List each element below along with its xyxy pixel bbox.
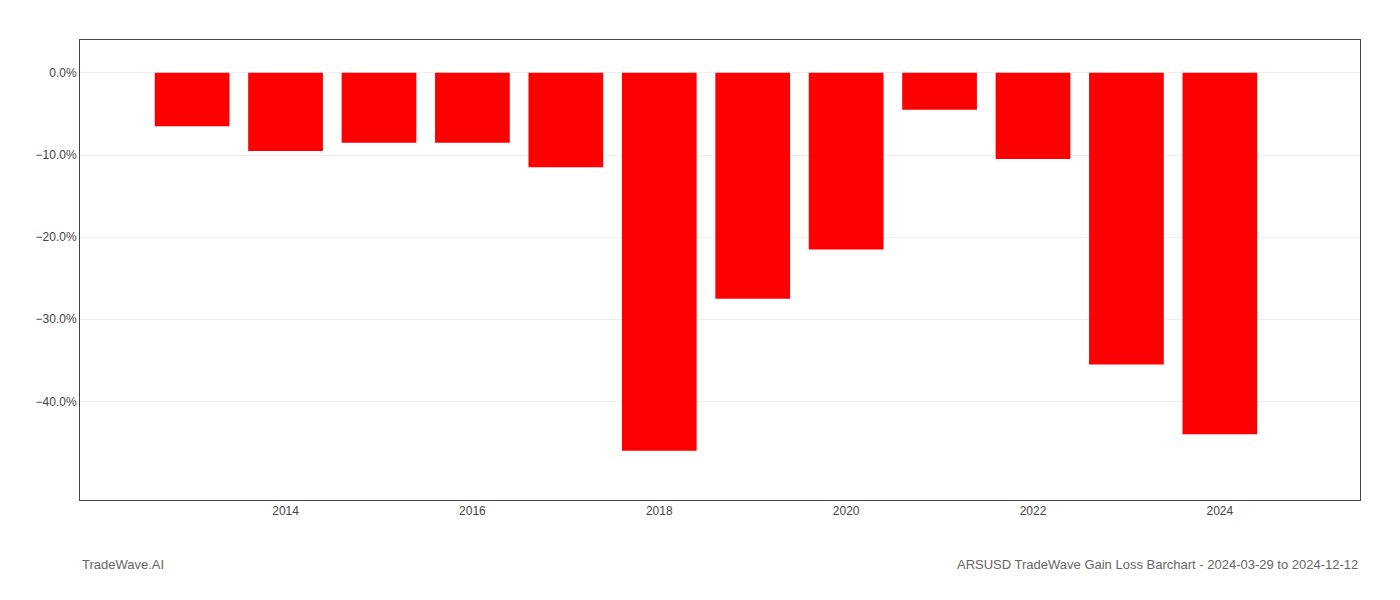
svg-text:TradeWave.AI: TradeWave.AI — [82, 557, 164, 572]
svg-text:2014: 2014 — [272, 504, 299, 518]
svg-text:ARSUSD TradeWave Gain Loss Bar: ARSUSD TradeWave Gain Loss Barchart - 20… — [957, 557, 1358, 572]
svg-text:2018: 2018 — [646, 504, 673, 518]
svg-text:0.0%: 0.0% — [49, 66, 77, 80]
svg-text:−30.0%: −30.0% — [36, 312, 77, 326]
svg-text:2022: 2022 — [1020, 504, 1047, 518]
svg-text:−20.0%: −20.0% — [36, 230, 77, 244]
svg-text:−40.0%: −40.0% — [36, 395, 77, 409]
svg-text:−10.0%: −10.0% — [36, 148, 77, 162]
svg-text:2024: 2024 — [1206, 504, 1233, 518]
svg-text:2020: 2020 — [833, 504, 860, 518]
svg-text:2016: 2016 — [459, 504, 486, 518]
